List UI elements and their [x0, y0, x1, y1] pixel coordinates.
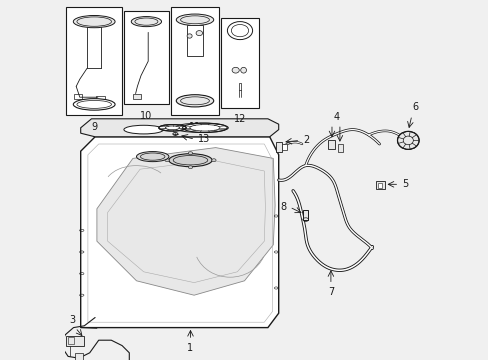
- Text: 13: 13: [197, 134, 209, 144]
- Bar: [66, 336, 84, 346]
- Text: 4: 4: [332, 112, 339, 122]
- Bar: [132, 94, 141, 99]
- Bar: [337, 144, 343, 152]
- Bar: [123, 11, 168, 104]
- Ellipse shape: [168, 154, 212, 167]
- Ellipse shape: [176, 14, 213, 26]
- Ellipse shape: [164, 159, 169, 162]
- Ellipse shape: [123, 125, 163, 134]
- Bar: [66, 7, 122, 115]
- Ellipse shape: [397, 131, 418, 149]
- Text: 2: 2: [302, 135, 308, 145]
- Bar: [221, 18, 258, 108]
- Ellipse shape: [240, 67, 246, 73]
- Text: 3: 3: [69, 315, 75, 325]
- Text: 12: 12: [233, 114, 245, 125]
- Bar: [74, 94, 81, 99]
- Ellipse shape: [73, 15, 115, 28]
- Bar: [75, 353, 82, 360]
- Ellipse shape: [196, 31, 202, 36]
- Bar: [170, 7, 219, 115]
- Text: 5: 5: [401, 179, 407, 189]
- Bar: [276, 142, 281, 152]
- Ellipse shape: [211, 159, 216, 162]
- Text: 6: 6: [412, 102, 418, 112]
- Bar: [96, 96, 105, 101]
- Polygon shape: [81, 119, 278, 137]
- Bar: [375, 181, 384, 189]
- Bar: [68, 337, 73, 344]
- Text: 11: 11: [188, 122, 201, 132]
- Ellipse shape: [188, 166, 192, 168]
- Ellipse shape: [174, 123, 228, 132]
- Text: 8: 8: [280, 202, 286, 212]
- Bar: [186, 25, 203, 56]
- Ellipse shape: [131, 17, 161, 27]
- Ellipse shape: [187, 34, 192, 38]
- Ellipse shape: [188, 152, 192, 155]
- Bar: [328, 140, 334, 149]
- Bar: [281, 144, 286, 150]
- Ellipse shape: [176, 95, 213, 107]
- Bar: [303, 210, 307, 220]
- Text: 1: 1: [187, 343, 193, 353]
- Text: 9: 9: [91, 122, 97, 132]
- Ellipse shape: [227, 22, 252, 40]
- Text: 7: 7: [327, 287, 333, 297]
- Polygon shape: [81, 137, 278, 328]
- Ellipse shape: [73, 99, 115, 110]
- Bar: [377, 183, 381, 188]
- Ellipse shape: [159, 125, 186, 131]
- Text: 10: 10: [140, 111, 152, 121]
- Ellipse shape: [136, 152, 168, 162]
- Ellipse shape: [172, 132, 178, 135]
- Polygon shape: [97, 148, 275, 295]
- Ellipse shape: [232, 67, 239, 73]
